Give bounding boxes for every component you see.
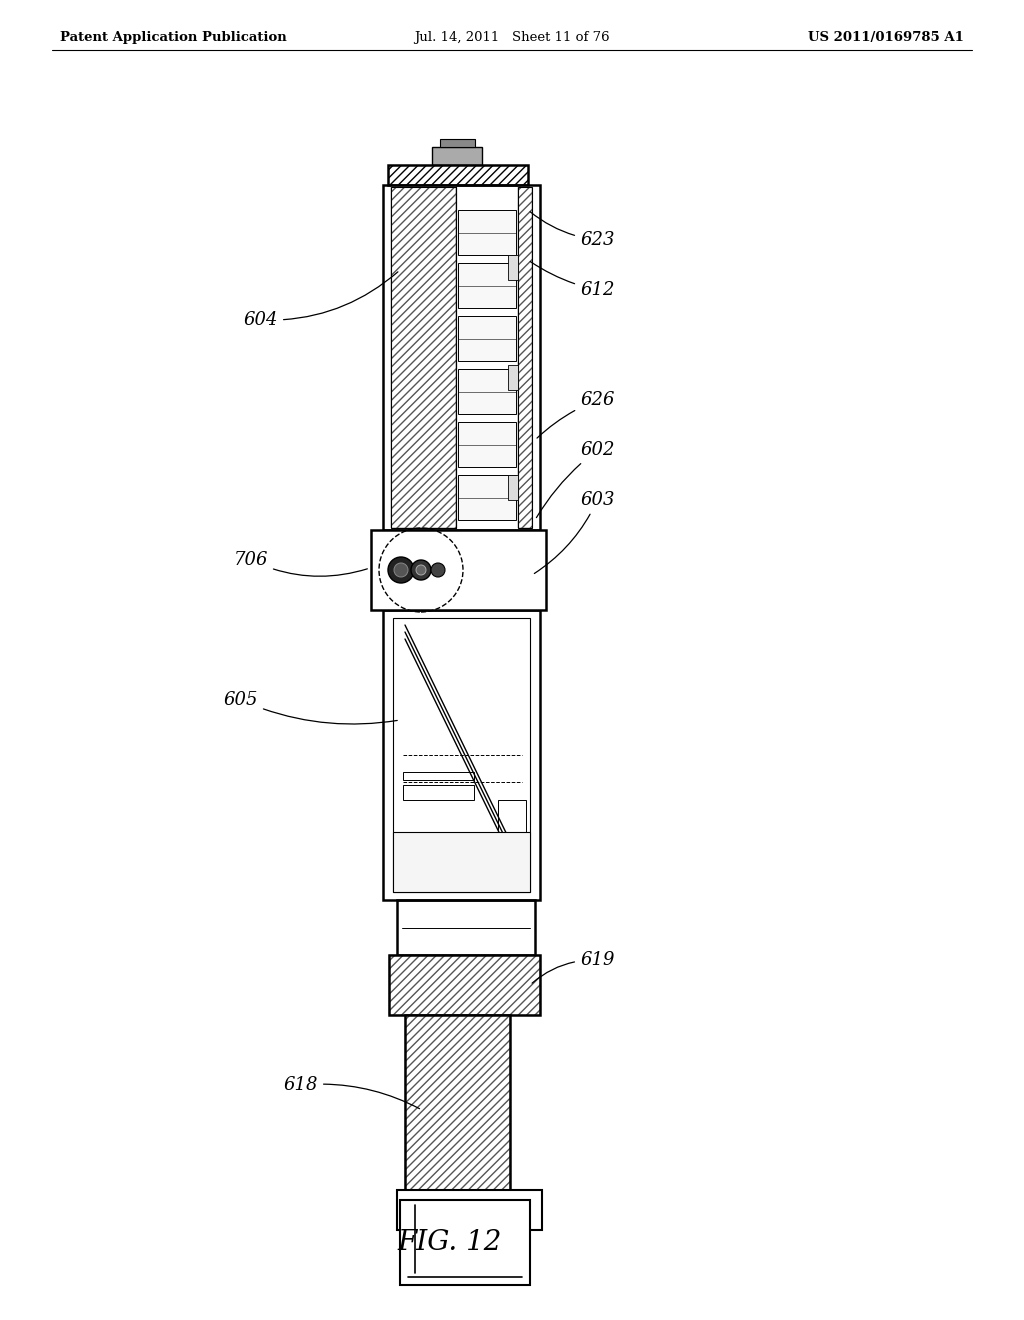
Circle shape — [388, 557, 414, 583]
Bar — [388, 165, 528, 185]
Bar — [518, 187, 532, 528]
Text: US 2011/0169785 A1: US 2011/0169785 A1 — [808, 30, 964, 44]
Bar — [397, 900, 535, 954]
Bar — [393, 618, 530, 892]
Bar — [383, 539, 467, 602]
Circle shape — [416, 565, 426, 576]
Bar — [391, 187, 456, 528]
Bar — [458, 370, 516, 414]
Bar — [406, 1015, 510, 1200]
Bar — [458, 422, 516, 467]
Circle shape — [431, 564, 445, 577]
Text: 604: 604 — [244, 272, 398, 329]
Text: 619: 619 — [532, 950, 614, 983]
Bar — [440, 139, 475, 147]
Text: FIG. 12: FIG. 12 — [397, 1229, 502, 1255]
Bar — [389, 954, 540, 1015]
Bar — [458, 210, 516, 255]
Bar — [389, 954, 540, 1015]
Bar — [458, 475, 516, 520]
Bar — [383, 185, 540, 531]
Bar — [472, 546, 526, 574]
Bar — [371, 531, 546, 610]
Bar — [388, 165, 528, 185]
Text: 706: 706 — [233, 550, 368, 577]
Text: 612: 612 — [530, 261, 614, 300]
Circle shape — [411, 560, 431, 579]
Bar — [393, 832, 530, 892]
Bar — [381, 536, 538, 605]
Circle shape — [394, 564, 408, 577]
Bar — [508, 255, 518, 280]
Bar — [498, 800, 526, 880]
Text: 618: 618 — [284, 1076, 420, 1109]
Bar — [406, 1015, 510, 1200]
Text: 623: 623 — [530, 211, 614, 249]
Bar — [508, 366, 518, 389]
Text: 603: 603 — [535, 491, 614, 573]
Text: 626: 626 — [537, 391, 614, 438]
Bar — [403, 772, 474, 780]
Bar — [518, 187, 532, 528]
Text: 605: 605 — [223, 690, 397, 725]
Bar — [508, 475, 518, 500]
Text: 602: 602 — [537, 441, 614, 517]
Bar — [432, 147, 482, 165]
Bar — [472, 578, 526, 601]
Bar — [383, 610, 540, 900]
Bar — [400, 1200, 530, 1284]
Bar — [403, 785, 474, 800]
Bar — [458, 315, 516, 360]
Bar — [458, 263, 516, 308]
Text: Jul. 14, 2011   Sheet 11 of 76: Jul. 14, 2011 Sheet 11 of 76 — [414, 30, 610, 44]
Bar — [391, 187, 456, 528]
Bar — [397, 1191, 542, 1230]
Text: Patent Application Publication: Patent Application Publication — [60, 30, 287, 44]
